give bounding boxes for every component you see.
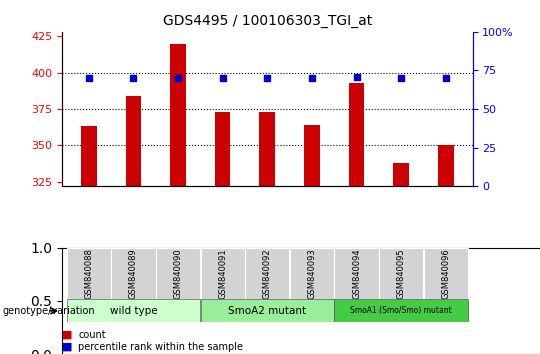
Bar (260, 112, 275, 186)
Text: GSM840090: GSM840090 (173, 248, 183, 299)
Bar (438, 145, 454, 186)
Text: GSM840088: GSM840088 (84, 248, 93, 299)
Text: percentile rank within the sample: percentile rank within the sample (78, 342, 244, 352)
Bar (126, 96, 141, 186)
Bar (81, 126, 97, 186)
Text: ■: ■ (62, 330, 72, 339)
Text: GSM840093: GSM840093 (307, 248, 316, 299)
FancyBboxPatch shape (111, 248, 156, 299)
Text: GSM840091: GSM840091 (218, 248, 227, 299)
FancyBboxPatch shape (67, 299, 200, 322)
Bar (304, 125, 320, 186)
FancyBboxPatch shape (290, 248, 334, 299)
Title: GDS4495 / 100106303_TGI_at: GDS4495 / 100106303_TGI_at (163, 14, 372, 28)
Text: GSM840094: GSM840094 (352, 248, 361, 299)
FancyBboxPatch shape (156, 248, 200, 299)
Text: ■: ■ (62, 342, 72, 352)
Text: SmoA2 mutant: SmoA2 mutant (228, 306, 306, 316)
Text: GSM840089: GSM840089 (129, 248, 138, 299)
FancyBboxPatch shape (423, 248, 468, 299)
Text: SmoA1 (Smo/Smo) mutant: SmoA1 (Smo/Smo) mutant (350, 306, 452, 315)
Text: count: count (78, 330, 106, 339)
Bar (170, 44, 186, 186)
Text: GSM840095: GSM840095 (396, 248, 406, 299)
FancyBboxPatch shape (200, 248, 245, 299)
Text: wild type: wild type (110, 306, 157, 316)
Text: GSM840092: GSM840092 (263, 248, 272, 299)
FancyBboxPatch shape (334, 248, 379, 299)
FancyBboxPatch shape (67, 248, 111, 299)
FancyBboxPatch shape (245, 248, 289, 299)
Text: genotype/variation: genotype/variation (3, 306, 96, 316)
FancyBboxPatch shape (379, 248, 423, 299)
Bar (215, 112, 231, 186)
Bar (393, 163, 409, 186)
Bar (349, 83, 365, 186)
FancyBboxPatch shape (334, 299, 468, 322)
FancyBboxPatch shape (200, 299, 334, 322)
Text: GSM840096: GSM840096 (441, 248, 450, 299)
